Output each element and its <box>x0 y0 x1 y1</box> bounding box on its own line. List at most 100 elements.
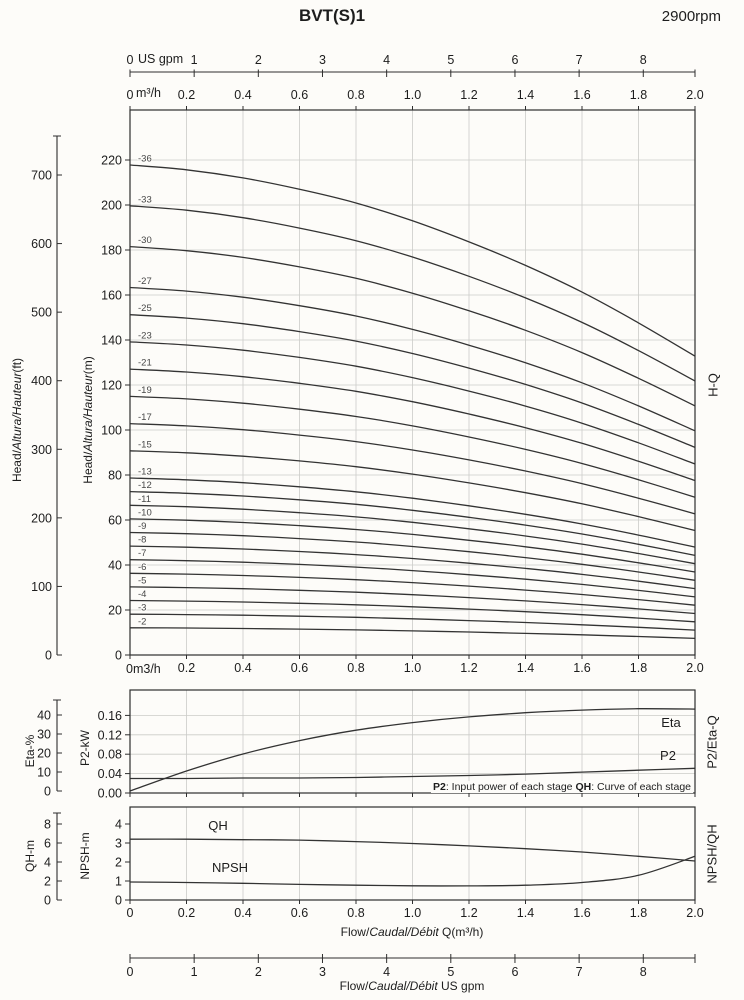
npsh-tick-label: 1 <box>115 875 122 889</box>
stage-label-25: -25 <box>138 303 152 314</box>
hq-panel-title: H-Q <box>705 373 721 397</box>
ft-tick-label: 200 <box>31 511 52 525</box>
top-m3h-tick-label: 0 <box>127 88 134 102</box>
note-qh-text: : Curve of each stage <box>591 781 691 793</box>
top-gpm-tick-label: 8 <box>640 53 647 67</box>
hq-curve-stage-4 <box>129 599 696 623</box>
flow-m3h-axis-title: Flow/Caudal/Débit Q(m³/h) <box>341 925 484 939</box>
main-x-tick-label: 1.8 <box>630 661 647 675</box>
flow-m3h-pre: Flow/ <box>340 925 370 939</box>
top-m3h-tick-label: 1.0 <box>404 88 421 102</box>
top-gpm-tick-label: 7 <box>576 53 583 67</box>
npsh-x-tick-label: 0.8 <box>347 906 364 920</box>
top-gpm-tick-label: 2 <box>255 53 262 67</box>
hq-curve-stage-6 <box>129 572 696 606</box>
eta-tick-label: 30 <box>37 728 51 742</box>
p2-curve <box>129 767 696 780</box>
qh-tick-label: 2 <box>44 875 51 889</box>
top-m3h-tick-label: 0.6 <box>291 88 308 102</box>
m-tick-label: 80 <box>108 469 122 483</box>
hq-curve-stage-33 <box>129 205 696 382</box>
hq-curve-stage-21 <box>129 368 696 482</box>
flow-m3h-italic: Caudal/Débit <box>369 925 439 939</box>
stage-label-21: -21 <box>138 358 152 369</box>
hq-curve-stage-2 <box>129 627 696 640</box>
hq-curve-stage-30 <box>129 245 696 407</box>
head-ft-post: (ft) <box>10 357 24 373</box>
head-m-axis-title: Head/Altura/Hauteur(m) <box>81 356 95 483</box>
qh-curve-label: QH <box>208 818 228 833</box>
npsh-curve-label: NPSH <box>212 860 248 875</box>
bottom-gpm-tick-label: 8 <box>640 965 647 979</box>
main-x-tick-label: 0.8 <box>347 661 364 675</box>
stage-label-12: -12 <box>138 480 152 491</box>
flow-gpm-post: US gpm <box>437 979 485 993</box>
p2-tick-label: 0.12 <box>98 728 122 742</box>
top-gpm-tick-label: 3 <box>319 53 326 67</box>
p2eta-panel-title: P2/Eta-Q <box>704 715 720 769</box>
top-m3h-tick-label: 0.2 <box>178 88 195 102</box>
flow-m3h-post: Q(m³/h) <box>438 925 484 939</box>
npsh-x-tick-label: 1.6 <box>573 906 590 920</box>
stage-label-3: -3 <box>138 603 146 614</box>
stage-label-8: -8 <box>138 535 146 546</box>
stage-label-23: -23 <box>138 330 152 341</box>
npsh-x-tick-label: 1.0 <box>404 906 421 920</box>
m-tick-label: 60 <box>108 514 122 528</box>
hq-curve-stage-17 <box>129 422 696 515</box>
p2-tick-label: 0.00 <box>98 787 122 801</box>
bottom-gpm-tick-label: 2 <box>255 965 262 979</box>
hq-curve-stage-7 <box>129 559 696 598</box>
qh-tick-label: 6 <box>44 837 51 851</box>
npsh-tick-label: 2 <box>115 856 122 870</box>
m-tick-label: 160 <box>101 289 122 303</box>
npsh-x-tick-label: 0.4 <box>234 906 251 920</box>
top-gpm-unit-label: US gpm <box>138 52 184 66</box>
main-x-tick-label: 0.6 <box>291 661 308 675</box>
m-tick-label: 40 <box>108 559 122 573</box>
main-x-tick-label: 0.2 <box>178 661 195 675</box>
stage-label-15: -15 <box>138 439 152 450</box>
stage-label-13: -13 <box>138 467 152 478</box>
stage-label-27: -27 <box>138 276 152 287</box>
bottom-gpm-tick-label: 1 <box>191 965 198 979</box>
head-m-pre: Head/ <box>81 451 95 484</box>
npsh-curve <box>129 855 696 887</box>
top-m3h-tick-label: 1.2 <box>460 88 477 102</box>
ft-tick-label: 300 <box>31 443 52 457</box>
p2-tick-label: 0.08 <box>98 748 122 762</box>
m-tick-label: 0 <box>115 649 122 663</box>
eta-tick-label: 20 <box>37 747 51 761</box>
hq-curve-stage-27 <box>129 286 696 432</box>
qh-tick-label: 8 <box>44 818 51 832</box>
top-gpm-tick-label: 0 <box>127 53 134 67</box>
p2-axis-title: P2-kW <box>78 730 92 766</box>
hq-curve-stage-3 <box>129 613 696 631</box>
eta-axis-title: Eta-% <box>23 734 37 768</box>
npsh-tick-label: 3 <box>115 837 122 851</box>
main-x-tick-label: 1.4 <box>517 661 534 675</box>
hq-curve-stage-5 <box>129 586 696 615</box>
hq-curve-stage-10 <box>129 518 696 573</box>
rpm-label: 2900rpm <box>661 8 721 25</box>
top-gpm-tick-label: 5 <box>447 53 454 67</box>
head-m-post: (m) <box>81 356 95 375</box>
qh-axis-title: QH-m <box>23 840 37 872</box>
hq-curve-stage-9 <box>129 531 696 581</box>
stage-label-19: -19 <box>138 385 152 396</box>
main-x-tick-label: 1.0 <box>404 661 421 675</box>
ft-tick-label: 400 <box>31 374 52 388</box>
hq-curve-stage-36 <box>129 164 696 357</box>
top-m3h-tick-label: 1.8 <box>630 88 647 102</box>
note-p2-text: : Input power of each stage <box>445 781 576 793</box>
head-ft-italic: Altura/Hauteur <box>10 372 24 451</box>
stage-label-30: -30 <box>138 235 152 246</box>
stage-note: P2: Input power of each stage QH: Curve … <box>431 781 693 793</box>
m-tick-label: 20 <box>108 604 122 618</box>
flow-gpm-italic: Caudal/Débit <box>368 979 438 993</box>
ft-tick-label: 700 <box>31 169 52 183</box>
main-x-tick-label: 1.2 <box>460 661 477 675</box>
npsh-x-tick-label: 0 <box>127 906 134 920</box>
top-gpm-tick-label: 4 <box>383 53 390 67</box>
